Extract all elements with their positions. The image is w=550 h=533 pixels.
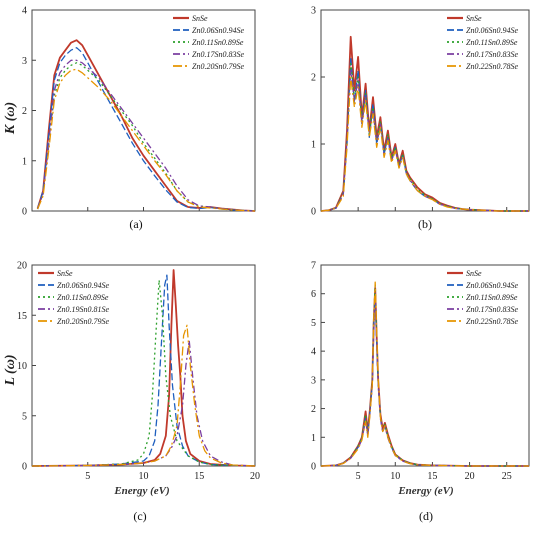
y-tick-label: 5 [311, 318, 316, 329]
y-tick-label: 2 [311, 404, 316, 415]
x-tick-label: 10 [139, 471, 149, 482]
y-tick-label: 20 [17, 261, 27, 272]
y-tick-label: 3 [311, 6, 316, 17]
plot-frame [320, 264, 530, 467]
legend-entry: Zn0.11Sn0.89Se [57, 293, 109, 302]
x-tick-label: 10 [390, 471, 400, 482]
y-tick-label: 5 [22, 411, 27, 422]
chart-panel-d: 0 1 2 3 4 5 6 7 5 10 15 20 25 SnSe Zn0.06Sn0.94Se Zn0.1… [311, 261, 530, 523]
legend-entry: Zn0.22Sn0.78Se [466, 62, 518, 71]
series-line-0 [320, 287, 529, 467]
y-tick-label: 10 [17, 361, 27, 372]
series-line-3 [31, 339, 256, 467]
series-line-4 [320, 281, 529, 467]
chart-panel-b: 0 1 2 3 SnSe Zn0.06Sn0.94Se Zn0.11Sn0.89Se Zn0.… [311, 6, 530, 231]
series-line-4 [31, 324, 256, 467]
series-line-4 [37, 68, 256, 212]
x-tick-label: 20 [250, 471, 260, 482]
y-tick-label: 0 [311, 207, 316, 218]
x-axis-title: Energy (eV) [113, 485, 169, 497]
series-line-1 [31, 274, 256, 467]
y-tick-label: 0 [311, 462, 316, 473]
legend-entry: SnSe [57, 269, 73, 278]
y-tick-label: 3 [22, 56, 27, 67]
legend-entry: Zn0.11Sn0.89Se [466, 38, 518, 47]
y-tick-label: 6 [311, 289, 316, 300]
y-tick-label: 2 [22, 106, 27, 117]
y-tick-label: 15 [17, 311, 27, 322]
legend-entry: Zn0.17Sn0.83Se [192, 50, 244, 59]
x-tick-label: 20 [465, 471, 475, 482]
plot-frame [320, 9, 530, 212]
legend-entry: Zn0.22Sn0.78Se [466, 317, 518, 326]
chart-panel-a: 0 1 2 3 4 SnSe Zn0.06Sn0.94Se Zn0.11Sn0.89Se Zn0… [3, 6, 256, 231]
legend-entry: SnSe [192, 14, 208, 23]
chart-panel-c: 0 5 10 15 20 5 10 15 20 SnSe Zn0.06Sn0.94Se Zn0.11S… [3, 261, 260, 524]
legend-entry: Zn0.11Sn0.89Se [466, 293, 518, 302]
y-tick-label: 1 [22, 156, 27, 167]
y-tick-label: 0 [22, 462, 27, 473]
legend-entry: Zn0.19Sn0.81Se [57, 305, 109, 314]
x-tick-label: 5 [356, 471, 361, 482]
y-axis-title: L (ω) [3, 355, 18, 387]
legend-entry: Zn0.17Sn0.83Se [466, 305, 518, 314]
legend-entry: Zn0.06Sn0.94Se [466, 281, 518, 290]
x-tick-label: 5 [85, 471, 90, 482]
y-tick-label: 0 [22, 207, 27, 218]
legend-entry: SnSe [466, 14, 482, 23]
y-tick-label: 7 [311, 261, 316, 272]
y-tick-label: 4 [311, 347, 316, 358]
series-line-4 [320, 76, 529, 212]
legend-entry: Zn0.06Sn0.94Se [57, 281, 109, 290]
panel-label: (b) [418, 217, 432, 231]
y-tick-label: 2 [311, 73, 316, 84]
legend-entry: SnSe [466, 269, 482, 278]
series-line-2 [31, 279, 256, 467]
x-tick-label: 25 [502, 471, 512, 482]
y-tick-label: 1 [311, 433, 316, 444]
y-tick-label: 4 [22, 6, 27, 17]
panel-label: (a) [129, 217, 142, 231]
x-tick-label: 15 [194, 471, 204, 482]
legend-entry: Zn0.17Sn0.83Se [466, 50, 518, 59]
series-line-1 [36, 47, 256, 212]
x-tick-label: 15 [427, 471, 437, 482]
legend-entry: Zn0.20Sn0.79Se [192, 62, 244, 71]
y-axis-title: K (ω) [3, 102, 18, 135]
series-line-2 [36, 62, 256, 212]
x-axis-title: Energy (eV) [397, 485, 453, 497]
legend-entry: Zn0.06Sn0.94Se [466, 26, 518, 35]
series-line-3 [36, 59, 256, 212]
panel-label: (d) [419, 509, 433, 523]
legend-entry: Zn0.20Sn0.79Se [57, 317, 109, 326]
y-tick-label: 3 [311, 375, 316, 386]
legend-entry: Zn0.06Sn0.94Se [192, 26, 244, 35]
series-line-3 [320, 69, 529, 212]
legend-entry: Zn0.11Sn0.89Se [192, 38, 244, 47]
panel-label: (c) [133, 509, 146, 523]
series-line-0 [31, 269, 256, 467]
y-tick-label: 1 [311, 140, 316, 151]
